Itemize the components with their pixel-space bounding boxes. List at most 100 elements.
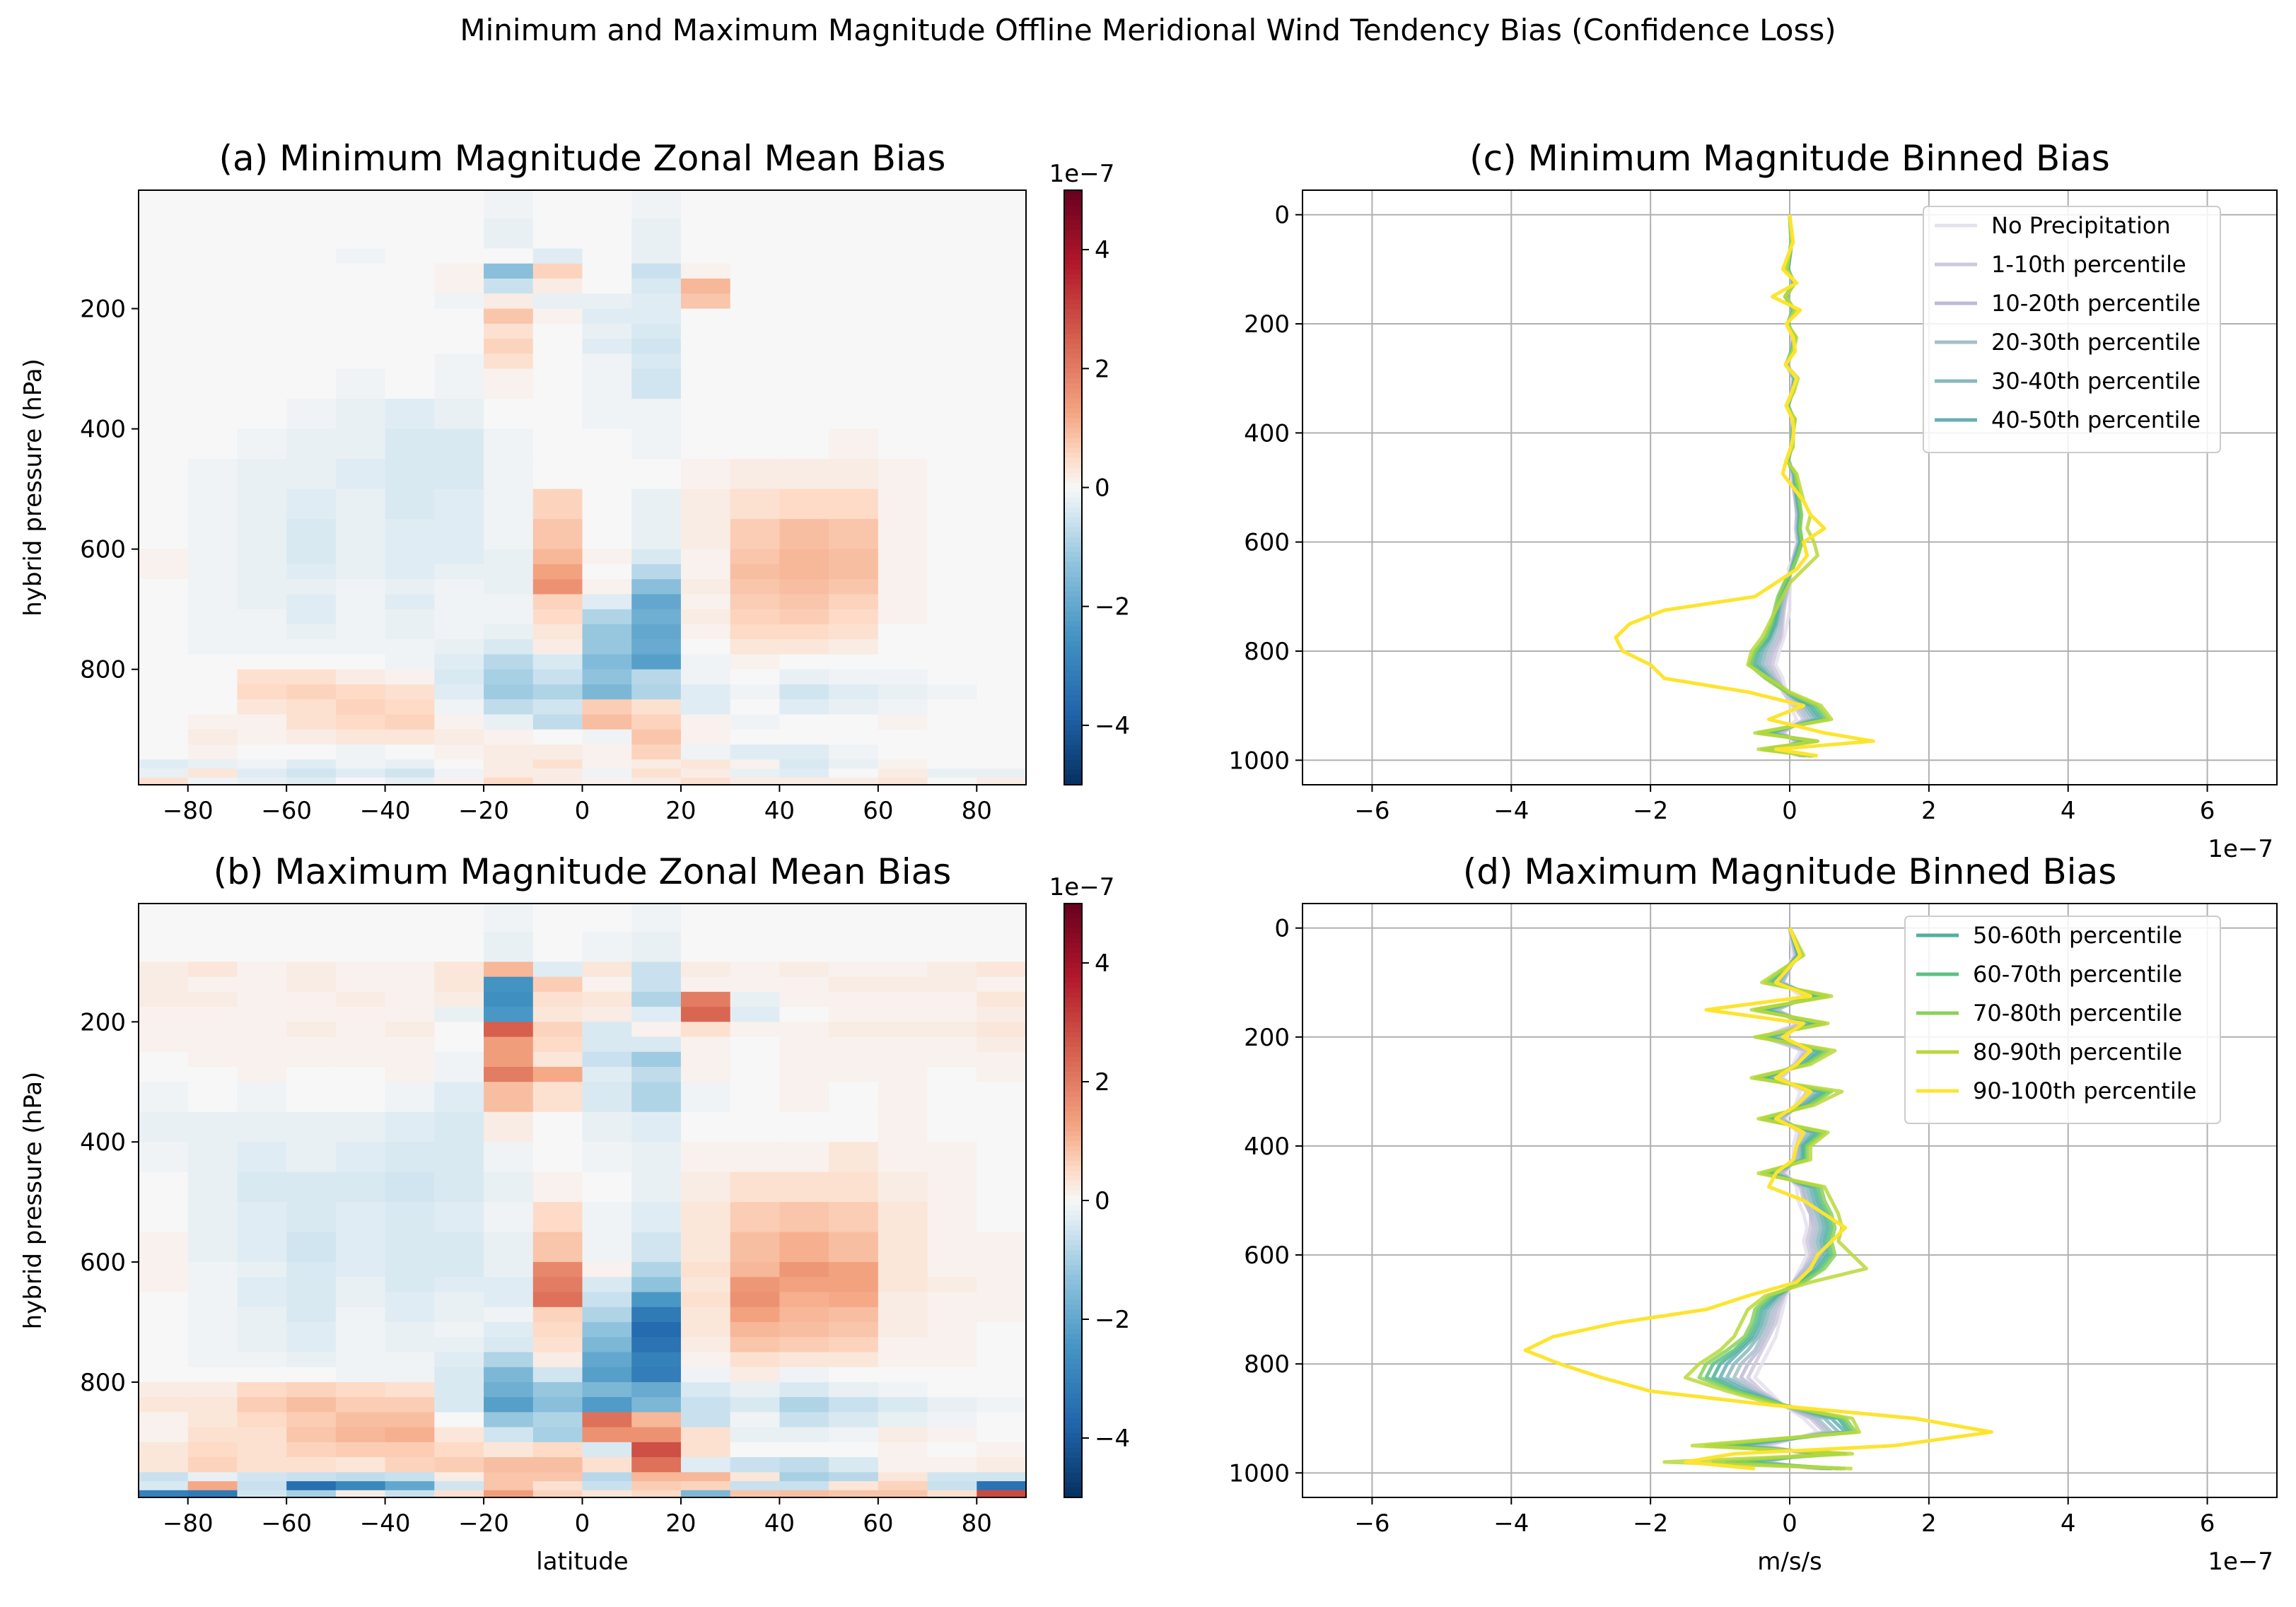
heatmap-cell: [385, 1490, 435, 1498]
heatmap-cell: [730, 669, 780, 685]
colorbar-segment: [1064, 487, 1082, 493]
heatmap-cell: [237, 1381, 287, 1398]
colorbar-segment: [1064, 1250, 1082, 1256]
heatmap-cell: [187, 609, 238, 625]
heatmap-cell: [385, 684, 435, 700]
heatmap-cell: [286, 1472, 337, 1482]
heatmap-cell: [927, 1457, 977, 1473]
heatmap-cell: [434, 654, 484, 670]
heatmap-cell: [237, 904, 287, 933]
colorbar-segment: [1064, 1067, 1082, 1073]
heatmap-cell: [631, 1292, 682, 1308]
colorbar-segment: [1064, 571, 1082, 578]
heatmap-cell: [187, 714, 238, 730]
heatmap-cell: [878, 976, 928, 993]
colorbar-segment: [1064, 1003, 1082, 1008]
heatmap-cell: [532, 1036, 583, 1053]
heatmap-cell: [680, 624, 731, 640]
heatmap-cell: [335, 519, 386, 550]
heatmap-cell: [532, 323, 583, 339]
heatmap-cell: [139, 1367, 189, 1383]
heatmap-cell: [434, 519, 484, 550]
heatmap-cell: [335, 1067, 386, 1082]
heatmap-cell: [335, 1202, 386, 1233]
heatmap-cell: [484, 904, 534, 933]
heatmap-cell: [730, 399, 780, 430]
heatmap-cell: [139, 777, 189, 785]
heatmap-cell: [730, 1307, 780, 1323]
heatmap-cell: [829, 976, 879, 993]
heatmap-cell: [434, 931, 484, 962]
colorbar-tick-label: −4: [1095, 1425, 1130, 1453]
heatmap-cell: [237, 609, 287, 625]
heatmap-cell: [582, 1321, 632, 1338]
y-tick-label: 600: [80, 536, 126, 564]
x-tick-label: 0: [1782, 1509, 1797, 1538]
heatmap-cell: [484, 368, 534, 399]
heatmap-cell: [779, 459, 829, 490]
heatmap-cell: [779, 279, 829, 294]
heatmap-cell: [730, 1232, 780, 1263]
heatmap-cell: [335, 1337, 386, 1353]
heatmap-cell: [237, 962, 287, 978]
heatmap-cell: [484, 1442, 534, 1458]
heatmap-cell: [878, 639, 928, 655]
heatmap-cell: [829, 248, 879, 264]
heatmap-cell: [878, 1051, 928, 1068]
heatmap-cell: [237, 1321, 287, 1338]
heatmap-cell: [779, 1307, 829, 1323]
heatmap-cell: [484, 263, 534, 279]
heatmap-cell: [139, 1397, 189, 1413]
heatmap-cell: [779, 777, 829, 785]
heatmap-cell: [878, 1352, 928, 1368]
legend-box: [1904, 916, 2221, 1124]
colorbar-segment: [1064, 344, 1082, 350]
heatmap-cell: [139, 428, 189, 460]
colorbar-segment: [1064, 1200, 1082, 1206]
colorbar-segment: [1064, 264, 1082, 270]
heatmap-cell: [927, 904, 977, 933]
colorbar-segment: [1064, 289, 1082, 295]
y-tick-label: 800: [80, 1369, 126, 1397]
heatmap-cell: [484, 1472, 534, 1482]
heatmap-cell: [187, 729, 238, 745]
heatmap-cell: [878, 519, 928, 550]
colorbar-segment: [1064, 660, 1082, 667]
heatmap-cell: [335, 1036, 386, 1053]
heatmap-cell: [434, 368, 484, 399]
heatmap-cell: [829, 777, 879, 785]
colorbar-segment: [1064, 725, 1082, 731]
heatmap-cell: [779, 1007, 829, 1022]
heatmap-cell: [434, 624, 484, 640]
heatmap-cell: [582, 1352, 632, 1368]
heatmap-cell: [878, 1007, 928, 1022]
heatmap-cell: [434, 489, 484, 520]
heatmap-cell: [139, 368, 189, 399]
heatmap-cell: [927, 579, 977, 595]
heatmap-cell: [927, 368, 977, 399]
heatmap-cell: [385, 777, 435, 785]
heatmap-cell: [335, 428, 386, 460]
heatmap-cell: [878, 1262, 928, 1278]
heatmap-cell: [730, 1490, 780, 1498]
heatmap-cell: [187, 931, 238, 962]
heatmap-cell: [335, 639, 386, 655]
heatmap-cell: [927, 489, 977, 520]
heatmap-cell: [532, 714, 583, 730]
heatmap-cell: [927, 293, 977, 310]
heatmap-cell: [532, 991, 583, 1007]
heatmap-cell: [730, 279, 780, 294]
heatmap-cell: [927, 1036, 977, 1053]
colorbar-segment: [1064, 1210, 1082, 1216]
heatmap-cell: [532, 1202, 583, 1233]
heatmap-cell: [187, 323, 238, 339]
heatmap-cell: [582, 428, 632, 460]
heatmap-cell: [139, 1202, 189, 1233]
colorbar-segment: [1064, 690, 1082, 696]
colorbar-segment: [1064, 1111, 1082, 1117]
heatmap-cell: [730, 1442, 780, 1458]
x-tick-label: −40: [360, 1509, 411, 1538]
heatmap-cell: [927, 1171, 977, 1203]
heatmap-cell: [680, 368, 731, 399]
heatmap-cell: [927, 1307, 977, 1323]
